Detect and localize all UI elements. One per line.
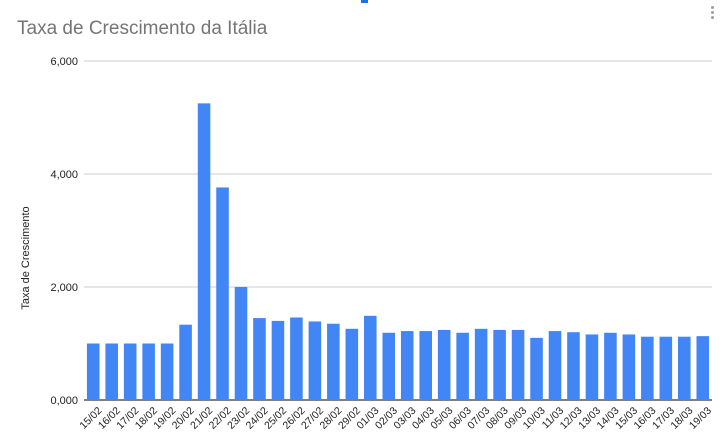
bar[interactable] — [678, 336, 691, 400]
bar[interactable] — [364, 315, 377, 400]
bar[interactable] — [86, 343, 100, 401]
bar[interactable] — [327, 323, 340, 400]
bar[interactable] — [142, 343, 155, 401]
bar[interactable] — [345, 328, 359, 400]
y-tick-label: 4,000 — [50, 169, 78, 181]
bar[interactable] — [548, 331, 562, 400]
bar[interactable] — [216, 187, 229, 400]
bar[interactable] — [234, 287, 248, 400]
bar[interactable] — [530, 337, 543, 400]
bar[interactable] — [493, 329, 506, 400]
more-options-icon[interactable] — [711, 6, 715, 22]
bar[interactable] — [567, 332, 580, 400]
top-accent-marker — [361, 0, 368, 3]
bars — [86, 103, 710, 401]
bar[interactable] — [382, 332, 396, 400]
bar[interactable] — [456, 332, 469, 400]
y-tick-label: 2,000 — [50, 282, 78, 294]
bar[interactable] — [437, 329, 451, 400]
bar[interactable] — [123, 343, 137, 401]
bar[interactable] — [160, 343, 174, 401]
y-tick-label: 0,000 — [50, 395, 78, 407]
bar[interactable] — [400, 331, 414, 400]
bar[interactable] — [474, 328, 488, 400]
bar[interactable] — [641, 336, 654, 400]
gridlines — [84, 60, 712, 401]
bar[interactable] — [253, 318, 266, 400]
y-tick-label: 6,000 — [50, 56, 78, 68]
y-tick-labels: 0,000 2,000 4,000 6,000 — [50, 56, 78, 407]
bar[interactable] — [308, 321, 322, 400]
bar[interactable] — [197, 103, 211, 400]
x-tick-labels: 15/0216/0217/0218/0219/0220/0221/0222/02… — [77, 405, 714, 432]
bar[interactable] — [419, 331, 432, 400]
y-axis-label: Taxa de Crescimento — [20, 206, 32, 309]
bar[interactable] — [290, 317, 303, 400]
chart-title: Taxa de Crescimento da Itália — [17, 18, 268, 39]
bar[interactable] — [604, 332, 617, 400]
bar[interactable] — [511, 329, 525, 400]
bar[interactable] — [271, 320, 285, 400]
bar[interactable] — [622, 334, 636, 400]
bar[interactable] — [105, 343, 118, 401]
bar[interactable] — [585, 334, 599, 400]
bar[interactable] — [659, 336, 673, 400]
bar[interactable] — [179, 324, 192, 400]
bar[interactable] — [696, 336, 710, 400]
